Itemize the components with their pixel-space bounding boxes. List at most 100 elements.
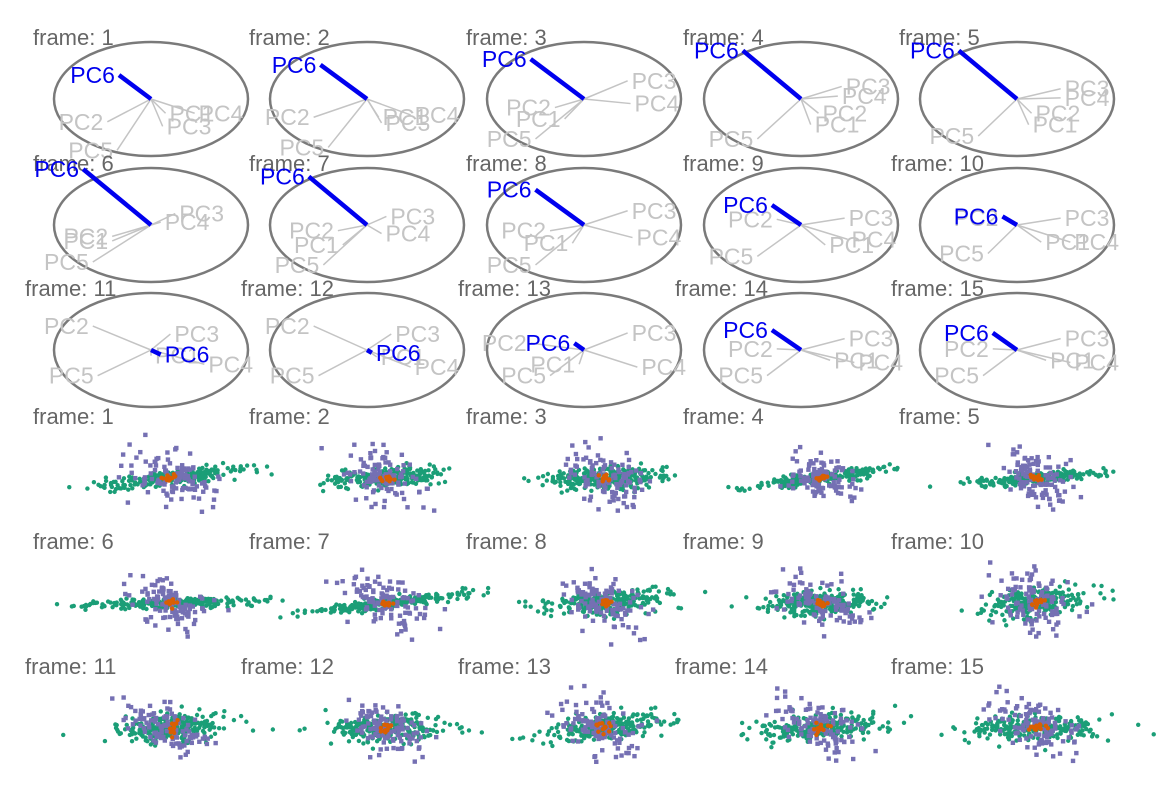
scatter-point-group-a [102, 738, 108, 744]
scatter-point-group-c [1030, 602, 1035, 607]
frame-label: frame: 6 [33, 151, 114, 176]
scatter-point-group-b [353, 497, 359, 502]
scatter-point-group-b [575, 739, 581, 744]
axis-label-pc1: PC1 [516, 106, 561, 132]
scatter-point-group-a [546, 599, 551, 605]
scatter-point-group-b [564, 721, 569, 726]
scatter-point-group-b [396, 621, 402, 626]
scatter-point-group-b [595, 453, 601, 458]
scatter-point-group-a [589, 488, 594, 494]
axis-label-pc4: PC4 [1074, 229, 1119, 255]
scatter-point-group-b [582, 496, 587, 501]
scatter-point-group-b [1035, 454, 1040, 460]
axis-label-pc3: PC3 [179, 201, 224, 227]
scatter-point-group-b [393, 490, 398, 496]
axis-line-pc1 [800, 98, 812, 125]
scatter-point-group-a [757, 485, 763, 490]
scatter-point-group-a [1061, 467, 1066, 472]
scatter-point-group-b [1039, 589, 1045, 595]
scatter-point-group-b [1049, 581, 1054, 586]
scatter-point-group-a [200, 728, 206, 734]
scatter-point-group-b [199, 509, 205, 514]
scatter-point-group-b [178, 608, 183, 614]
scatter-point-group-b [183, 626, 188, 632]
scatter-point-group-b [382, 498, 387, 504]
scatter-point-group-b [650, 607, 656, 612]
scatter-point-group-a [542, 605, 547, 610]
frame-label: frame: 14 [675, 654, 768, 679]
scatter-point-group-a [249, 603, 255, 609]
scatter-point-group-a [339, 719, 345, 724]
scatter-point-group-b [174, 445, 179, 451]
axis-line-pc1 [578, 349, 585, 365]
scatter-point-group-b [607, 499, 612, 504]
scatter-point-group-b [635, 592, 640, 598]
scatter-point-group-b [163, 504, 169, 510]
axis-label-pc2: PC2 [944, 336, 989, 362]
scatter-point-group-b [840, 591, 846, 596]
scatter-point-group-b [143, 459, 148, 464]
frame-label: frame: 11 [25, 654, 116, 679]
scatter-point-group-b [600, 489, 606, 494]
scatter-point-group-b [370, 441, 375, 447]
unit-circle [52, 40, 250, 158]
scatter-point-group-a [290, 610, 296, 616]
scatter-point-group-a [121, 482, 126, 488]
scatter-point-group-b [153, 731, 158, 736]
scatter-point-group-b [1036, 608, 1042, 614]
scatter-point-group-b [169, 497, 174, 502]
scatter-point-group-a [342, 481, 348, 486]
scatter-point-group-b [1054, 633, 1059, 638]
scatter-point-group-b [372, 579, 378, 584]
scatter-point-group-a [555, 729, 561, 735]
axis-label-pc3: PC3 [395, 321, 440, 347]
scatter-point-group-a [310, 609, 315, 614]
axis-line-pc5 [756, 224, 802, 257]
scatter-point-group-a [323, 607, 328, 613]
axis-label-pc2: PC2 [728, 206, 773, 232]
scatter-point-group-b [353, 574, 359, 579]
scatter-point-group-b [567, 475, 572, 480]
scatter-point-group-a [232, 477, 237, 483]
scatter-point-group-a [757, 606, 762, 611]
scatter-point-group-b [1035, 504, 1041, 510]
scatter-point-group-b [829, 472, 835, 477]
scatter-point-group-a [537, 729, 542, 734]
scatter-point-group-a [280, 598, 285, 603]
scatter-point-group-b [153, 583, 158, 588]
frame-label: frame: 10 [891, 151, 984, 176]
scatter-point-group-b [853, 485, 858, 491]
scatter-point-group-a [211, 475, 216, 481]
scatter-point-group-a [200, 714, 205, 720]
scatter-point-group-b [620, 622, 626, 628]
scatter-point-group-b [820, 622, 825, 627]
scatter-point-group-b [409, 637, 415, 642]
scatter-point-group-b [196, 496, 202, 501]
scatter-point-group-b [148, 614, 154, 620]
scatter-point-group-a [460, 730, 465, 735]
axis-label-pc5: PC5 [501, 363, 546, 389]
scatter-point-group-b [1044, 492, 1049, 497]
scatter-point-group-c [601, 731, 606, 737]
scatter-point-group-a [212, 731, 218, 737]
scatter-point-group-c [172, 474, 178, 479]
axis-label-pc3: PC3 [849, 326, 894, 352]
scatter-point-group-a [328, 741, 334, 746]
scatter-point-group-a [250, 728, 256, 733]
scatter-point-group-b [812, 466, 817, 472]
scatter-point-group-a [650, 715, 655, 720]
scatter-point-group-b [613, 475, 618, 481]
scatter-point-group-b [434, 734, 439, 740]
axis-label-pc5: PC5 [487, 252, 532, 278]
scatter-point-group-b [619, 478, 625, 484]
scatter-point-group-a [761, 604, 766, 610]
scatter-point-group-a [999, 478, 1005, 484]
scatter-point-group-b [859, 618, 864, 623]
scatter-point-group-c [596, 473, 601, 478]
scatter-point-group-b [806, 601, 811, 606]
scatter-point-group-a [892, 703, 898, 709]
scatter-point-group-b [442, 607, 448, 612]
scatter-point-group-b [119, 463, 124, 468]
scatter-point-group-a [114, 602, 119, 607]
scatter-point-group-b [403, 610, 408, 616]
